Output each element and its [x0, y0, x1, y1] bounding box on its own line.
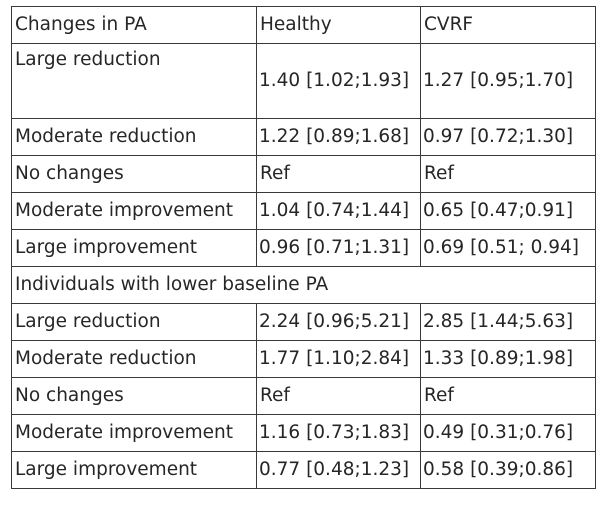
header-changes-in-pa: Changes in PA — [11, 6, 257, 44]
row-label: Moderate reduction — [11, 340, 257, 378]
cvrf-value: 0.65 [0.47;0.91] — [420, 192, 596, 230]
table-row: Moderate reduction 1.77 [1.10;2.84] 1.33… — [11, 340, 596, 378]
table-row: Large reduction 1.40 [1.02;1.93] 1.27 [0… — [11, 43, 596, 119]
row-label: Large reduction — [11, 303, 257, 341]
header-cvrf: CVRF — [420, 6, 596, 44]
row-label: Moderate improvement — [11, 192, 257, 230]
cvrf-value: 0.58 [0.39;0.86] — [420, 451, 596, 489]
healthy-value: 2.24 [0.96;5.21] — [256, 303, 421, 341]
healthy-value: 1.22 [0.89;1.68] — [256, 118, 421, 156]
table-row: Large improvement 0.96 [0.71;1.31] 0.69 … — [11, 229, 596, 267]
healthy-value: 1.04 [0.74;1.44] — [256, 192, 421, 230]
healthy-value: 1.77 [1.10;2.84] — [256, 340, 421, 378]
table-row: No changes Ref Ref — [11, 155, 596, 193]
cvrf-value: 1.27 [0.95;1.70] — [420, 43, 596, 119]
table-row: Moderate reduction 1.22 [0.89;1.68] 0.97… — [11, 118, 596, 156]
table-row: Large reduction 2.24 [0.96;5.21] 2.85 [1… — [11, 303, 596, 341]
table-row: No changes Ref Ref — [11, 377, 596, 415]
cvrf-value: 1.33 [0.89;1.98] — [420, 340, 596, 378]
row-label: Moderate reduction — [11, 118, 257, 156]
table-row: Moderate improvement 1.16 [0.73;1.83] 0.… — [11, 414, 596, 452]
results-table-container: Changes in PA Healthy CVRF Large reducti… — [11, 6, 596, 489]
cvrf-value: 2.85 [1.44;5.63] — [420, 303, 596, 341]
healthy-value: 1.40 [1.02;1.93] — [256, 43, 421, 119]
row-label: No changes — [11, 377, 257, 415]
cvrf-value: Ref — [420, 377, 596, 415]
healthy-value: Ref — [256, 377, 421, 415]
row-label: Large improvement — [11, 229, 257, 267]
row-label: Large improvement — [11, 451, 257, 489]
healthy-value: 0.96 [0.71;1.31] — [256, 229, 421, 267]
healthy-value: 1.16 [0.73;1.83] — [256, 414, 421, 452]
row-label: No changes — [11, 155, 257, 193]
cvrf-value: 0.97 [0.72;1.30] — [420, 118, 596, 156]
cvrf-value: 0.49 [0.31;0.76] — [420, 414, 596, 452]
row-label: Moderate improvement — [11, 414, 257, 452]
section-title: Individuals with lower baseline PA — [11, 266, 596, 304]
healthy-value: Ref — [256, 155, 421, 193]
row-label: Large reduction — [11, 43, 257, 119]
cvrf-value: 0.69 [0.51; 0.94] — [420, 229, 596, 267]
table-row: Large improvement 0.77 [0.48;1.23] 0.58 … — [11, 451, 596, 489]
section-row: Individuals with lower baseline PA — [11, 266, 596, 304]
header-healthy: Healthy — [256, 6, 421, 44]
cvrf-value: Ref — [420, 155, 596, 193]
healthy-value: 0.77 [0.48;1.23] — [256, 451, 421, 489]
table-row: Moderate improvement 1.04 [0.74;1.44] 0.… — [11, 192, 596, 230]
results-table: Changes in PA Healthy CVRF Large reducti… — [11, 6, 596, 489]
header-row: Changes in PA Healthy CVRF — [11, 6, 596, 44]
